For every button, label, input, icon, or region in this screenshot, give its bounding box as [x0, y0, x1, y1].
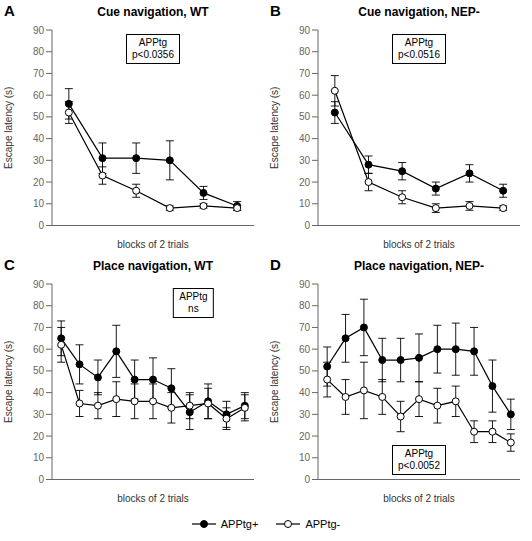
html-text:APPtg p<0.0052: APPtg p<0.0052 — [398, 448, 440, 471]
svg-text:blocks of 2 trials: blocks of 2 trials — [117, 492, 189, 503]
svg-text:80: 80 — [299, 46, 311, 57]
html-text:Cue navigation, NEP-: Cue navigation, NEP- — [358, 5, 480, 19]
svg-text:10: 10 — [299, 198, 311, 209]
svg-text:Escape latency (s): Escape latency (s) — [269, 87, 280, 169]
svg-text:10: 10 — [33, 198, 45, 209]
svg-text:0: 0 — [304, 474, 310, 485]
svg-text:30: 30 — [299, 155, 311, 166]
svg-text:40: 40 — [33, 387, 45, 398]
svg-text:30: 30 — [299, 408, 311, 419]
html-text:B: B — [270, 2, 281, 19]
svg-text:90: 90 — [33, 25, 45, 36]
svg-text:30: 30 — [33, 408, 45, 419]
svg-text:90: 90 — [33, 278, 45, 289]
svg-text:60: 60 — [299, 343, 311, 354]
svg-text:70: 70 — [299, 321, 311, 332]
html-text:APPtg ns: APPtg ns — [179, 290, 208, 314]
svg-text:Escape latency (s): Escape latency (s) — [8, 87, 14, 169]
svg-text:80: 80 — [33, 300, 45, 311]
svg-text:70: 70 — [33, 321, 45, 332]
html-text:C: C — [4, 255, 15, 273]
svg-text:30: 30 — [33, 155, 45, 166]
svg-text:10: 10 — [33, 452, 45, 463]
svg-text:90: 90 — [299, 278, 311, 289]
html-text:A: A — [4, 2, 15, 19]
html-text:D: D — [270, 255, 281, 273]
svg-text:50: 50 — [299, 111, 311, 122]
svg-text:80: 80 — [299, 300, 311, 311]
svg-text:40: 40 — [33, 133, 45, 144]
html-text:APPtg-: APPtg- — [305, 518, 341, 530]
svg-text:50: 50 — [33, 111, 45, 122]
svg-text:20: 20 — [299, 177, 311, 188]
html-text:APPtg p<0.0516: APPtg p<0.0516 — [398, 37, 440, 60]
svg-text:90: 90 — [299, 25, 311, 36]
svg-text:60: 60 — [33, 90, 45, 101]
svg-text:0: 0 — [38, 474, 44, 485]
svg-text:70: 70 — [299, 68, 311, 79]
html-text:APPtg+: APPtg+ — [220, 518, 259, 530]
svg-text:0: 0 — [38, 220, 44, 231]
html-text:Cue navigation, WT: Cue navigation, WT — [97, 5, 209, 19]
svg-text:60: 60 — [33, 343, 45, 354]
svg-text:60: 60 — [299, 90, 311, 101]
svg-text:blocks of 2 trials: blocks of 2 trials — [117, 239, 189, 250]
svg-text:20: 20 — [299, 430, 311, 441]
svg-text:20: 20 — [33, 177, 45, 188]
svg-text:blocks of 2 trials: blocks of 2 trials — [383, 239, 455, 250]
html-text:APPtg p<0.0356: APPtg p<0.0356 — [132, 37, 174, 60]
svg-text:blocks of 2 trials: blocks of 2 trials — [383, 492, 455, 503]
svg-text:80: 80 — [33, 46, 45, 57]
html-text:Place navigation, WT: Place navigation, WT — [93, 258, 213, 273]
svg-text:0: 0 — [304, 220, 310, 231]
svg-text:70: 70 — [33, 68, 45, 79]
svg-text:40: 40 — [299, 133, 311, 144]
svg-text:10: 10 — [299, 452, 311, 463]
html-text:Place navigation, NEP-: Place navigation, NEP- — [354, 258, 484, 273]
svg-text:50: 50 — [299, 365, 311, 376]
svg-text:Escape latency (s): Escape latency (s) — [8, 340, 14, 422]
svg-text:Escape latency (s): Escape latency (s) — [269, 340, 280, 422]
svg-text:50: 50 — [33, 365, 45, 376]
svg-text:20: 20 — [33, 430, 45, 441]
svg-text:40: 40 — [299, 387, 311, 398]
